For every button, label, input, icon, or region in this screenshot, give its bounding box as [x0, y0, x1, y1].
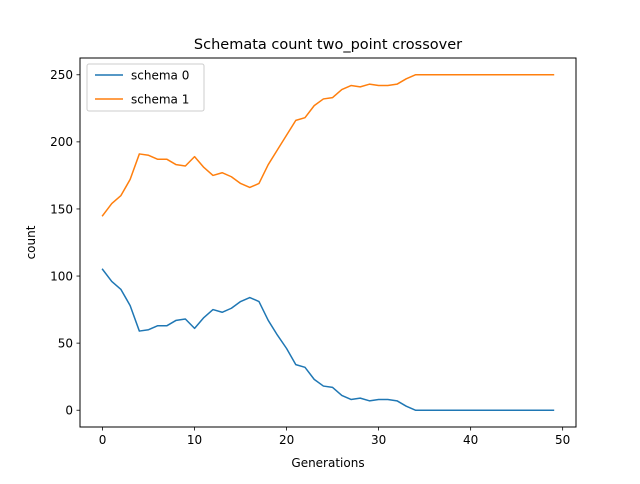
y-tick-label: 250: [50, 68, 73, 82]
y-tick-label: 200: [50, 135, 73, 149]
x-tick-label: 30: [371, 433, 386, 447]
chart-title: Schemata count two_point crossover: [194, 37, 462, 53]
x-tick-label: 50: [555, 433, 570, 447]
x-tick-label: 10: [187, 433, 202, 447]
series-line-schema-1: [101, 74, 555, 217]
series-line-schema-0: [101, 268, 555, 411]
x-tick-label: 20: [279, 433, 294, 447]
plot-content: [101, 74, 555, 411]
y-tick-label: 100: [50, 269, 73, 283]
legend-label-schema-0: schema 0: [131, 69, 189, 83]
legend-label-schema-1: schema 1: [131, 93, 189, 107]
y-tick-label: 150: [50, 202, 73, 216]
y-tick-label: 50: [58, 336, 73, 350]
y-tick-label: 0: [65, 404, 73, 418]
plot-frame: [79, 57, 577, 428]
y-axis-ticks: 0 50 100 150 200 250: [50, 68, 80, 418]
y-axis-label: count: [24, 225, 38, 259]
x-tick-label: 0: [99, 433, 107, 447]
x-axis-ticks: 0 10 20 30 40 50: [99, 427, 570, 447]
x-axis-label: Generations: [291, 456, 364, 470]
x-tick-label: 40: [463, 433, 478, 447]
legend: schema 0 schema 1: [86, 63, 205, 112]
